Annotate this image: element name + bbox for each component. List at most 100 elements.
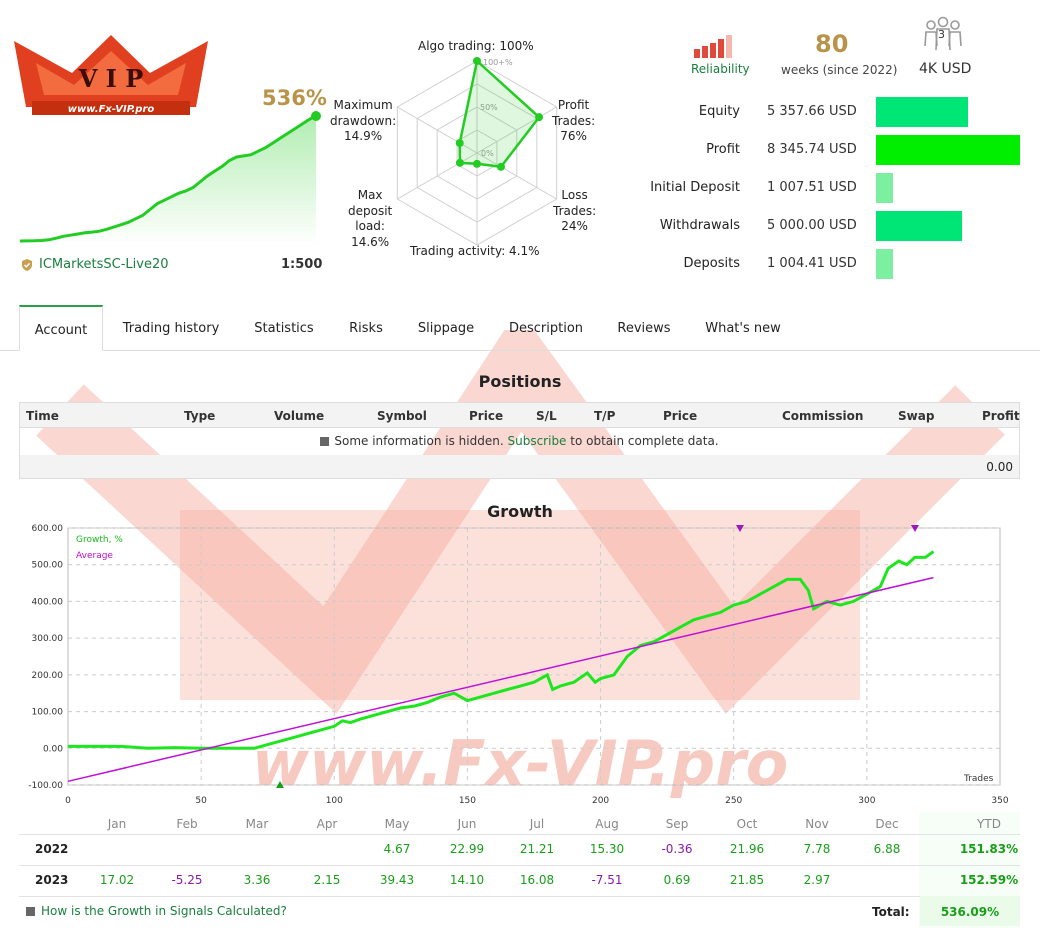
- month-value: 6.88: [873, 842, 901, 856]
- month-value: 22.99: [449, 842, 485, 856]
- stat-row-initial-deposit: Initial Deposit 1 007.51 USD: [620, 173, 1030, 203]
- radar-label-profit: Profit Trades: 76%: [552, 98, 596, 144]
- y-tick-label: 400.00: [32, 597, 64, 607]
- stat-bar: [876, 97, 969, 127]
- month-value: 2.15: [313, 873, 341, 887]
- reliability-label: Reliability: [691, 62, 750, 76]
- tab-trading-history[interactable]: Trading history: [122, 321, 220, 336]
- stat-label: Deposits: [683, 256, 740, 271]
- broker-link[interactable]: ICMarketsSC-Live20: [20, 257, 168, 272]
- hidden-info-notice: Some information is hidden. Subscribe to…: [20, 434, 1019, 448]
- radar-point-profit: [535, 113, 544, 122]
- x-tick-label: 100: [326, 796, 343, 806]
- tab-reviews[interactable]: Reviews: [617, 321, 671, 336]
- y-tick-label: 200.00: [32, 671, 64, 681]
- total-label: Total:: [872, 905, 910, 919]
- month-value: -5.25: [171, 873, 203, 887]
- month-value: 4.67: [383, 842, 411, 856]
- month-header: Aug: [595, 817, 619, 831]
- year-label: 2022: [35, 842, 69, 856]
- stat-label: Initial Deposit: [650, 180, 740, 195]
- logo-url: www.Fx-VIP.pro: [68, 104, 155, 115]
- positions-title: Positions: [478, 372, 562, 391]
- radar-grid-ring: [396, 60, 558, 245]
- average-series-line: [67, 576, 934, 783]
- radar-label-loss: Loss Trades: 24%: [553, 188, 597, 234]
- ytd-value: 152.59%: [959, 873, 1019, 887]
- month-value: 16.08: [519, 873, 555, 887]
- radar-tick-50: 50%: [480, 103, 498, 112]
- month-value: -7.51: [591, 873, 623, 887]
- tab-description[interactable]: Description: [508, 321, 584, 336]
- month-header: Apr: [316, 817, 338, 831]
- growth-help-link[interactable]: How is the Growth in Signals Calculated?: [26, 904, 287, 918]
- growth-series-line: [68, 550, 935, 750]
- x-tick-label: 50: [195, 796, 207, 806]
- col-price: Price: [663, 409, 698, 423]
- y-tick-label: -100.00: [28, 781, 63, 791]
- legend-growth: Growth, %: [76, 535, 123, 545]
- month-value: 21.21: [519, 842, 555, 856]
- legend-average: Average: [76, 551, 113, 561]
- col-volume: Volume: [274, 409, 325, 423]
- subscribers-count: 3: [938, 28, 945, 41]
- month-header: Oct: [736, 817, 758, 831]
- month-header: Jun: [457, 817, 477, 831]
- stat-label: Profit: [706, 142, 740, 157]
- col-time: Time: [26, 409, 59, 423]
- col-sl: S/L: [536, 409, 557, 423]
- mini-growth-line: [19, 114, 317, 243]
- plot-frame: [67, 527, 1001, 786]
- subscribe-link[interactable]: Subscribe: [507, 434, 567, 448]
- month-header: Jul: [529, 817, 545, 831]
- tab-statistics[interactable]: Statistics: [254, 321, 314, 336]
- radar-grid-spoke: [476, 152, 557, 200]
- month-header: May: [384, 817, 410, 831]
- y-tick-label: 0.00: [43, 744, 63, 754]
- weeks-value: 80: [815, 30, 849, 58]
- total-value: 536.09%: [920, 896, 1020, 926]
- vip-logo: V I P www.Fx-VIP.pro: [14, 35, 208, 115]
- positions-header-row: Time Type Volume Symbol Price S/L T/P Pr…: [20, 403, 1020, 428]
- year-label: 2023: [35, 873, 69, 887]
- radar-label-activity: Trading activity: 4.1%: [410, 244, 540, 258]
- radar-grid-spoke: [397, 152, 478, 200]
- radar-point-loss: [496, 162, 505, 171]
- y-tick-label: 500.00: [32, 561, 64, 571]
- radar-value-polygon: [458, 58, 541, 169]
- radar-point-load: [455, 158, 464, 167]
- month-header: Mar: [245, 817, 269, 831]
- y-tick-label: 600.00: [32, 524, 64, 534]
- growth-chart: -100.00 0.00 100.00 200.00 300.00 400.00 500.0…: [28, 524, 1009, 806]
- stat-row-deposits: Deposits 1 004.41 USD: [620, 249, 1030, 279]
- deposit-marker: [276, 781, 284, 788]
- tab-account[interactable]: Account: [19, 305, 103, 351]
- stat-value: 5 357.66 USD: [767, 104, 857, 119]
- month-value: 3.36: [243, 873, 271, 887]
- month-header: Jan: [107, 817, 127, 831]
- tab-slippage[interactable]: Slippage: [417, 321, 475, 336]
- leverage: 1:500: [281, 257, 323, 272]
- x-tick-label: 350: [991, 796, 1008, 806]
- positions-table: Time Type Volume Symbol Price S/L T/P Pr…: [19, 402, 1020, 479]
- broker-name: ICMarketsSC-Live20: [39, 257, 169, 272]
- month-header: Nov: [805, 817, 829, 831]
- tab-whats-new[interactable]: What's new: [705, 321, 781, 336]
- mini-growth-chart: [19, 111, 321, 245]
- tab-risks[interactable]: Risks: [349, 321, 383, 336]
- positions-total: 0.00: [986, 460, 1013, 474]
- col-commission: Commission: [782, 409, 864, 423]
- weeks-label: weeks (since 2022): [781, 63, 898, 77]
- radar-tick-0: 0%: [481, 149, 494, 158]
- stat-label: Equity: [698, 104, 740, 119]
- x-tick-label: 200: [592, 796, 609, 806]
- stat-value: 8 345.74 USD: [767, 142, 857, 157]
- radar-label-drawdown: Maximum drawdown: 14.9%: [330, 98, 397, 144]
- col-price-open: Price: [469, 409, 504, 423]
- logo-wordmark: V I P: [78, 64, 144, 93]
- stat-value: 1 004.41 USD: [767, 256, 857, 271]
- stat-bar: [876, 135, 1020, 165]
- positions-total-row: 0.00: [20, 455, 1019, 478]
- radar-grid-spoke: [397, 106, 478, 154]
- month-value: 17.02: [99, 873, 135, 887]
